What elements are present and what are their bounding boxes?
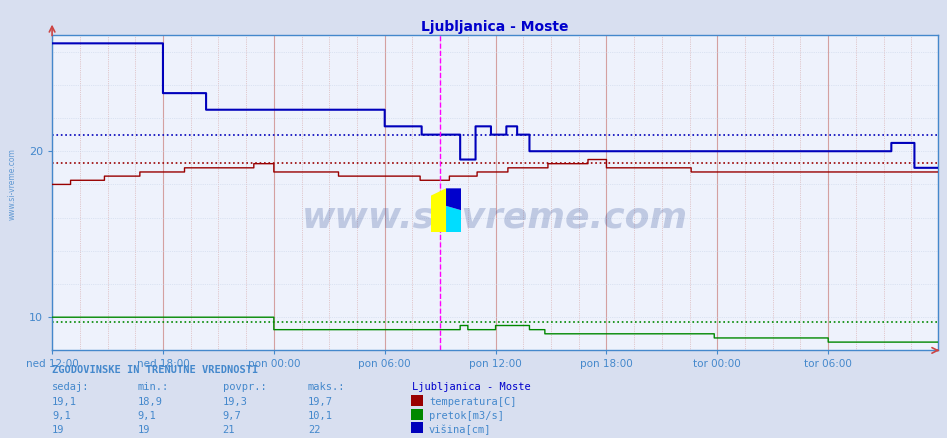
Text: www.si-vreme.com: www.si-vreme.com: [8, 148, 17, 220]
Text: min.:: min.:: [137, 382, 169, 392]
Text: Ljubljanica - Moste: Ljubljanica - Moste: [412, 382, 530, 392]
Text: povpr.:: povpr.:: [223, 382, 266, 392]
Text: pretok[m3/s]: pretok[m3/s]: [429, 411, 504, 421]
Text: ZGODOVINSKE IN TRENUTNE VREDNOSTI: ZGODOVINSKE IN TRENUTNE VREDNOSTI: [52, 365, 259, 375]
Text: 21: 21: [223, 425, 235, 435]
Polygon shape: [446, 188, 461, 210]
Text: maks.:: maks.:: [308, 382, 346, 392]
Text: 9,7: 9,7: [223, 411, 241, 421]
Text: 19,1: 19,1: [52, 397, 77, 407]
Text: 22: 22: [308, 425, 320, 435]
Polygon shape: [446, 206, 461, 232]
Polygon shape: [431, 188, 446, 232]
Text: 19: 19: [137, 425, 150, 435]
Text: www.si-vreme.com: www.si-vreme.com: [302, 201, 688, 235]
Text: 10,1: 10,1: [308, 411, 332, 421]
Text: 19,7: 19,7: [308, 397, 332, 407]
Text: temperatura[C]: temperatura[C]: [429, 397, 516, 407]
Text: 9,1: 9,1: [52, 411, 71, 421]
Text: sedaj:: sedaj:: [52, 382, 90, 392]
Text: 9,1: 9,1: [137, 411, 156, 421]
Text: 18,9: 18,9: [137, 397, 162, 407]
Text: višina[cm]: višina[cm]: [429, 424, 491, 435]
Title: Ljubljanica - Moste: Ljubljanica - Moste: [421, 20, 568, 34]
Text: 19,3: 19,3: [223, 397, 247, 407]
Text: 19: 19: [52, 425, 64, 435]
